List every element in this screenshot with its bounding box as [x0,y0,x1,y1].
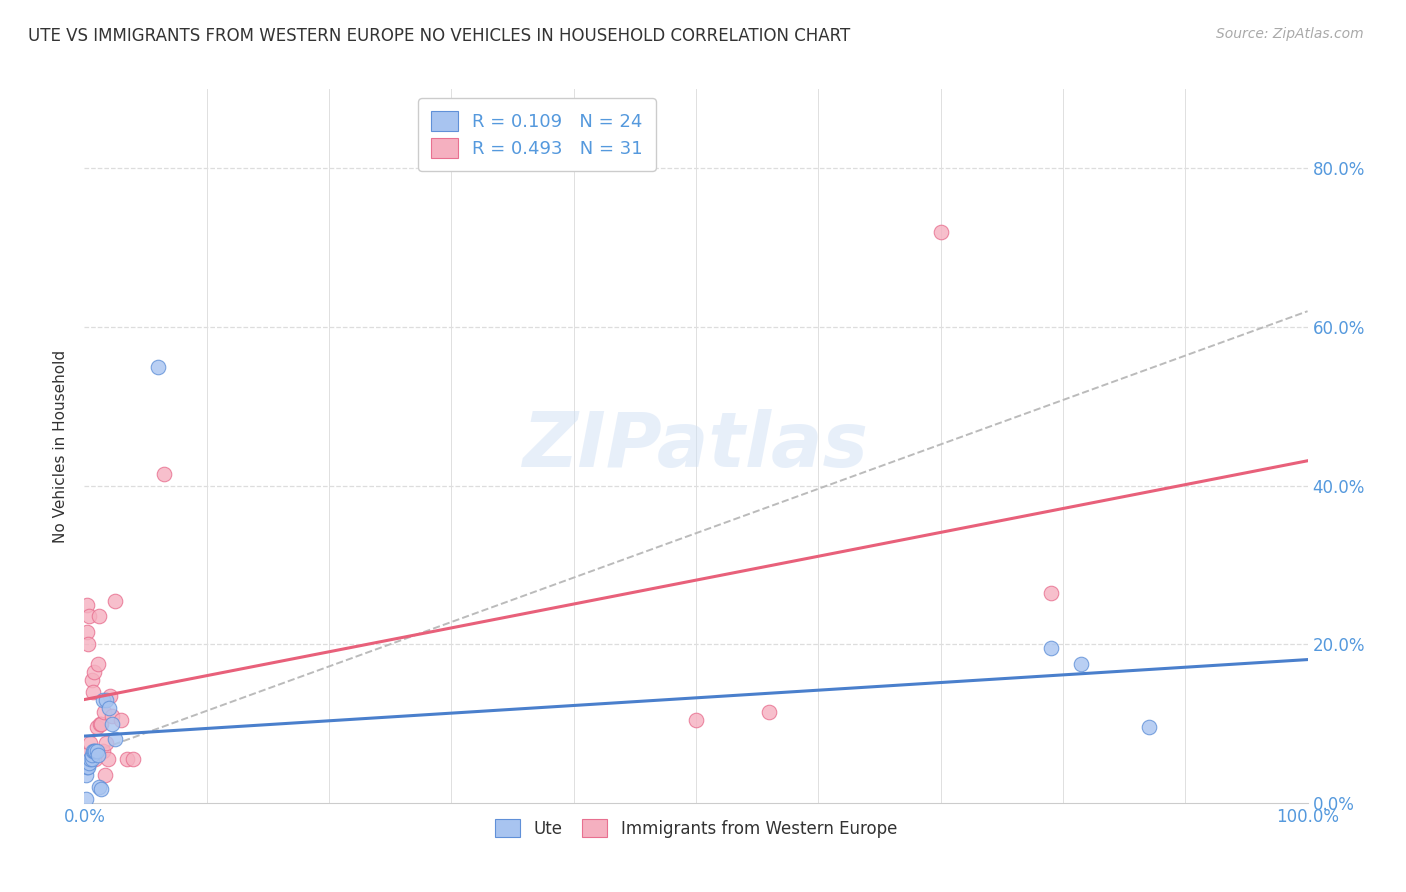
Point [101,716,124,731]
Point [87,780,110,794]
Y-axis label: No Vehicles in Household: No Vehicles in Household [53,350,69,542]
Point [76,598,98,612]
Point [1070,657,1092,671]
Text: Source: ZipAtlas.com: Source: ZipAtlas.com [1216,27,1364,41]
Point [929,225,952,239]
Point [93,705,115,719]
Point [1039,641,1062,656]
Point [87,657,110,671]
Point [104,593,127,607]
Point [77,760,100,774]
Point [83,665,105,679]
Point [84,744,107,758]
Point [685,713,707,727]
Point [101,708,124,723]
Point [1039,585,1062,599]
Text: UTE VS IMMIGRANTS FROM WESTERN EUROPE NO VEHICLES IN HOUSEHOLD CORRELATION CHART: UTE VS IMMIGRANTS FROM WESTERN EUROPE NO… [28,27,851,45]
Point [80,752,103,766]
Point [87,609,110,624]
Point [104,732,127,747]
Point [87,748,110,763]
Point [153,467,176,481]
Point [97,752,120,766]
Point [94,768,117,782]
Point [84,752,107,766]
Point [82,744,104,758]
Point [83,744,105,758]
Point [115,752,138,766]
Point [82,685,104,699]
Point [91,744,114,758]
Point [122,752,145,766]
Point [76,760,98,774]
Point [96,692,118,706]
Point [90,716,112,731]
Point [98,689,121,703]
Point [97,700,120,714]
Point [758,705,780,719]
Point [75,748,97,763]
Point [79,752,101,766]
Point [77,609,100,624]
Point [146,359,169,374]
Point [77,637,100,651]
Point [77,756,100,771]
Point [86,721,108,735]
Point [1137,721,1160,735]
Point [80,748,103,763]
Point [90,781,112,796]
Point [96,736,118,750]
Point [76,625,98,640]
Legend: Ute, Immigrants from Western Europe: Ute, Immigrants from Western Europe [488,813,904,845]
Point [91,692,114,706]
Point [75,768,97,782]
Point [79,736,101,750]
Text: ZIPatlas: ZIPatlas [523,409,869,483]
Point [86,744,108,758]
Point [89,716,111,731]
Point [110,713,132,727]
Point [80,673,103,687]
Point [75,792,97,806]
